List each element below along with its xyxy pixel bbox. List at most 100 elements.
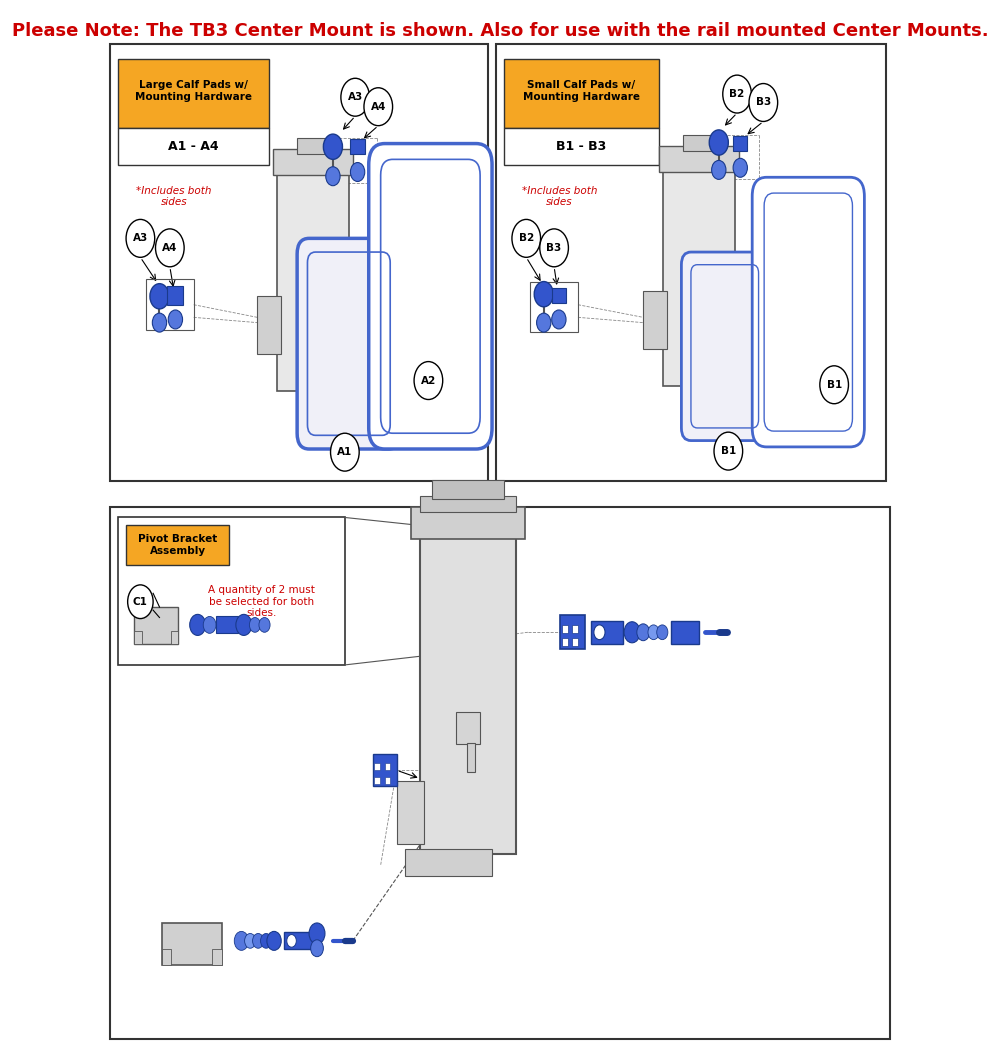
FancyBboxPatch shape xyxy=(591,621,623,644)
Circle shape xyxy=(537,314,551,332)
Text: B3: B3 xyxy=(756,97,771,108)
FancyBboxPatch shape xyxy=(297,138,329,154)
FancyBboxPatch shape xyxy=(432,479,504,498)
Circle shape xyxy=(723,75,751,113)
Text: A4: A4 xyxy=(371,101,386,112)
Circle shape xyxy=(168,310,183,328)
FancyBboxPatch shape xyxy=(420,528,516,854)
FancyBboxPatch shape xyxy=(385,762,390,770)
Text: A3: A3 xyxy=(133,233,148,243)
Circle shape xyxy=(236,615,252,636)
Circle shape xyxy=(331,433,359,471)
Circle shape xyxy=(749,83,778,121)
Circle shape xyxy=(624,622,640,643)
Circle shape xyxy=(156,229,184,267)
Circle shape xyxy=(287,935,296,947)
FancyBboxPatch shape xyxy=(162,949,171,965)
Text: B2: B2 xyxy=(519,233,534,243)
Text: B2: B2 xyxy=(729,89,745,99)
FancyBboxPatch shape xyxy=(118,517,345,665)
Circle shape xyxy=(128,585,153,619)
Circle shape xyxy=(249,618,261,633)
Circle shape xyxy=(594,625,605,640)
FancyBboxPatch shape xyxy=(420,496,516,512)
FancyBboxPatch shape xyxy=(552,288,566,303)
FancyBboxPatch shape xyxy=(118,59,269,128)
FancyBboxPatch shape xyxy=(134,631,142,644)
FancyBboxPatch shape xyxy=(752,177,864,447)
FancyBboxPatch shape xyxy=(134,607,178,644)
Circle shape xyxy=(267,931,281,950)
FancyBboxPatch shape xyxy=(373,754,397,786)
Circle shape xyxy=(341,78,370,116)
FancyBboxPatch shape xyxy=(397,780,424,844)
Text: A1: A1 xyxy=(337,447,352,457)
Text: Pivot Bracket
Assembly: Pivot Bracket Assembly xyxy=(138,534,217,555)
Circle shape xyxy=(309,923,325,944)
FancyBboxPatch shape xyxy=(284,932,315,949)
FancyBboxPatch shape xyxy=(385,776,390,784)
Circle shape xyxy=(648,625,659,640)
Text: Please Note: The TB3 Center Mount is shown. Also for use with the rail mounted C: Please Note: The TB3 Center Mount is sho… xyxy=(12,22,988,40)
FancyBboxPatch shape xyxy=(562,638,568,646)
FancyBboxPatch shape xyxy=(683,135,715,151)
Text: B1: B1 xyxy=(827,380,842,390)
FancyBboxPatch shape xyxy=(643,291,667,348)
Circle shape xyxy=(259,618,270,633)
Text: B1 - B3: B1 - B3 xyxy=(556,140,607,153)
Text: Small Calf Pads w/
Mounting Hardware: Small Calf Pads w/ Mounting Hardware xyxy=(523,80,640,101)
FancyBboxPatch shape xyxy=(297,239,401,449)
Circle shape xyxy=(540,229,568,267)
FancyBboxPatch shape xyxy=(171,631,178,644)
FancyBboxPatch shape xyxy=(467,742,475,772)
Circle shape xyxy=(253,934,264,948)
Circle shape xyxy=(326,167,340,186)
FancyBboxPatch shape xyxy=(733,136,747,151)
Circle shape xyxy=(733,158,747,177)
FancyBboxPatch shape xyxy=(212,949,222,965)
Text: *Includes both
sides: *Includes both sides xyxy=(136,186,212,207)
Circle shape xyxy=(350,163,365,182)
Text: A3: A3 xyxy=(348,92,363,102)
FancyBboxPatch shape xyxy=(257,297,281,354)
FancyBboxPatch shape xyxy=(504,128,659,165)
FancyBboxPatch shape xyxy=(167,286,183,305)
Circle shape xyxy=(364,88,393,126)
FancyBboxPatch shape xyxy=(411,507,525,539)
Circle shape xyxy=(709,130,728,155)
FancyBboxPatch shape xyxy=(572,625,578,634)
FancyBboxPatch shape xyxy=(126,525,229,565)
FancyBboxPatch shape xyxy=(374,776,380,784)
Circle shape xyxy=(323,134,342,159)
FancyBboxPatch shape xyxy=(350,139,365,154)
Text: C1: C1 xyxy=(133,597,148,607)
FancyBboxPatch shape xyxy=(118,128,269,165)
Circle shape xyxy=(150,284,169,309)
FancyBboxPatch shape xyxy=(496,43,886,480)
Text: *Includes both
sides: *Includes both sides xyxy=(522,186,597,207)
FancyBboxPatch shape xyxy=(681,252,768,440)
FancyBboxPatch shape xyxy=(162,923,222,965)
FancyBboxPatch shape xyxy=(216,617,238,634)
FancyBboxPatch shape xyxy=(369,144,492,449)
Circle shape xyxy=(552,310,566,328)
FancyBboxPatch shape xyxy=(456,713,480,743)
Circle shape xyxy=(820,365,848,403)
Circle shape xyxy=(203,617,216,634)
Circle shape xyxy=(414,361,443,399)
FancyBboxPatch shape xyxy=(374,762,380,770)
Text: A1 - A4: A1 - A4 xyxy=(168,140,219,153)
FancyBboxPatch shape xyxy=(110,43,488,480)
Text: A quantity of 2 must
be selected for both
sides.: A quantity of 2 must be selected for bot… xyxy=(208,585,315,619)
Circle shape xyxy=(245,934,256,948)
Circle shape xyxy=(234,931,249,950)
Circle shape xyxy=(657,625,668,640)
FancyBboxPatch shape xyxy=(504,59,659,128)
Circle shape xyxy=(534,282,553,307)
Text: Large Calf Pads w/
Mounting Hardware: Large Calf Pads w/ Mounting Hardware xyxy=(135,80,252,101)
FancyBboxPatch shape xyxy=(405,849,492,875)
FancyBboxPatch shape xyxy=(572,638,578,646)
FancyBboxPatch shape xyxy=(663,165,735,385)
Text: A4: A4 xyxy=(162,243,178,252)
Circle shape xyxy=(126,220,155,258)
